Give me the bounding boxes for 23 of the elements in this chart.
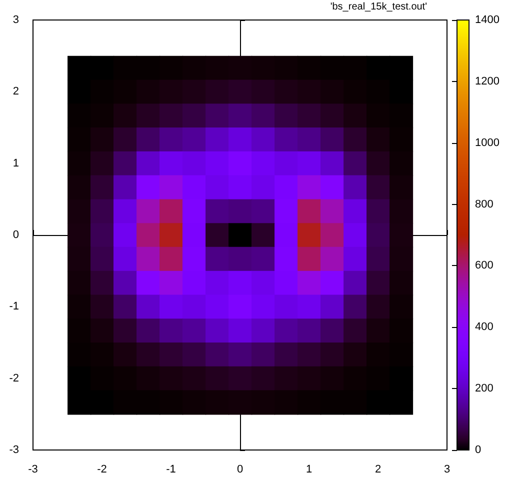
x-tick-label: -1 [166,464,176,476]
color-bar-label: 1000 [475,136,500,149]
color-bar-label: 800 [475,198,494,210]
y-tick-label: -3 [9,444,19,456]
x-tick-label: -2 [97,464,107,476]
x-tick-label: 3 [444,464,450,476]
color-bar-label: 1400 [475,14,500,26]
y-tick-label: 2 [12,86,19,98]
color-bar-label: 600 [475,260,494,272]
y-tick-label: -1 [9,300,19,313]
x-tick-label: -3 [28,464,38,476]
y-tick-label: 3 [12,14,19,26]
color-bar-label: 200 [475,382,494,395]
color-bar-label: 400 [475,321,494,334]
color-bar-label: 1200 [475,75,500,88]
y-tick-label: 0 [12,229,19,241]
x-tick-label: 1 [306,464,312,476]
color-bar-label: 0 [475,444,482,456]
x-tick-label: 0 [236,464,244,476]
x-tick-label: 2 [374,464,382,476]
y-tick-label: 1 [12,157,19,170]
y-tick-label: -2 [9,372,19,384]
text: 'bs_real_15k_test.out' [330,2,428,12]
